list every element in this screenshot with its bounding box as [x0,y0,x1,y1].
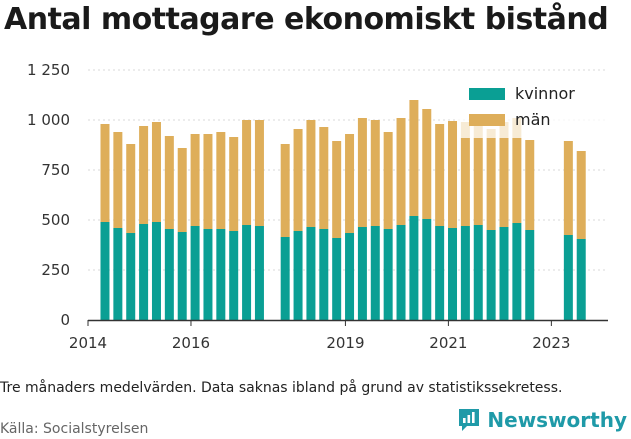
y-tick-label: 250 [41,261,70,279]
bar-kvinnor [448,228,458,320]
legend-swatch-kvinnor [469,88,505,100]
bar-man [139,126,149,224]
legend-label-kvinnor: kvinnor [515,84,575,103]
bar-man [164,136,174,229]
bar-kvinnor [229,231,239,320]
bar-man [113,132,123,228]
chart: 0 250 500 750 1 000 1 250 2014 2016 2019 2021 202… [27,61,608,352]
bar-kvinnor [383,229,393,320]
bar-man [203,134,213,229]
bar-man [499,122,509,227]
bar-kvinnor [280,237,290,320]
bar-kvinnor [525,230,535,320]
bar-kvinnor [370,226,380,320]
x-tick-label: 2023 [532,334,570,352]
bar-man [512,118,522,223]
chart-title: Antal mottagare ekonomiskt bistånd [4,2,609,37]
x-tick-label: 2016 [172,334,210,352]
x-tick-label: 2014 [69,334,107,352]
bar-kvinnor [254,226,264,320]
bar-kvinnor [306,227,316,320]
bar-man [100,124,110,222]
bar-man [486,129,496,230]
bar-man [383,132,393,229]
bar-kvinnor [177,232,187,320]
x-axis-ticks: 2014 2016 2019 2021 2023 [69,320,570,352]
y-tick-label: 750 [41,161,70,179]
legend: kvinnor män [458,80,608,138]
x-tick-label: 2019 [326,334,364,352]
y-tick-label: 500 [41,211,70,229]
bar-man [242,120,252,225]
bar-kvinnor [473,225,483,320]
bar-kvinnor [242,225,252,320]
bar-kvinnor [139,224,149,320]
bar-man [190,134,200,226]
bar-kvinnor [190,226,200,320]
bars [100,100,586,320]
bar-kvinnor [357,227,367,320]
bar-man [460,122,470,226]
bar-kvinnor [499,227,509,320]
bar-man [435,124,445,226]
bar-kvinnor [100,222,110,320]
bar-kvinnor [409,216,419,320]
bar-kvinnor [460,226,470,320]
bar-man [345,134,355,233]
bar-man [254,120,264,226]
bar-man [525,140,535,230]
bar-man [396,118,406,225]
bar-man [409,100,419,216]
bar-man [293,129,303,231]
bar-kvinnor [563,235,573,320]
bar-man [319,127,329,229]
bar-man [280,144,290,237]
bar-kvinnor [164,229,174,320]
bar-man [448,121,458,228]
bar-man [576,151,586,239]
x-tick-label: 2021 [429,334,467,352]
bar-kvinnor [113,228,123,320]
bar-man [563,141,573,235]
bar-man [126,144,136,233]
bar-kvinnor [576,239,586,320]
bar-man [151,122,161,222]
bar-man [332,141,342,238]
y-tick-label: 1 000 [27,111,70,129]
bar-kvinnor [486,230,496,320]
bar-kvinnor [422,219,432,320]
brand-logo: Newsworthy [457,407,627,433]
bar-kvinnor [293,231,303,320]
bar-kvinnor [345,233,355,320]
y-tick-label: 1 250 [27,61,70,79]
y-tick-label: 0 [60,311,70,329]
y-axis-ticks: 0 250 500 750 1 000 1 250 [27,61,70,329]
bar-kvinnor [396,225,406,320]
bar-man [473,123,483,225]
bar-kvinnor [203,229,213,320]
legend-label-man: män [515,110,551,129]
bar-kvinnor [435,226,445,320]
legend-swatch-man [469,114,505,126]
bar-man [216,132,226,229]
bar-man [229,137,239,231]
bar-kvinnor [216,229,226,320]
source-credit: Källa: Socialstyrelsen [0,421,149,437]
bar-man [177,148,187,232]
chart-note: Tre månaders medelvärden. Data saknas ib… [0,380,563,396]
newsworthy-logo-icon [459,409,480,431]
bar-man [306,120,316,227]
brand-name: Newsworthy [487,408,627,432]
bar-kvinnor [151,222,161,320]
bar-kvinnor [319,229,329,320]
bar-kvinnor [512,223,522,320]
bar-man [370,120,380,226]
bar-kvinnor [332,238,342,320]
bar-man [357,118,367,227]
bar-kvinnor [126,233,136,320]
bar-man [422,109,432,219]
